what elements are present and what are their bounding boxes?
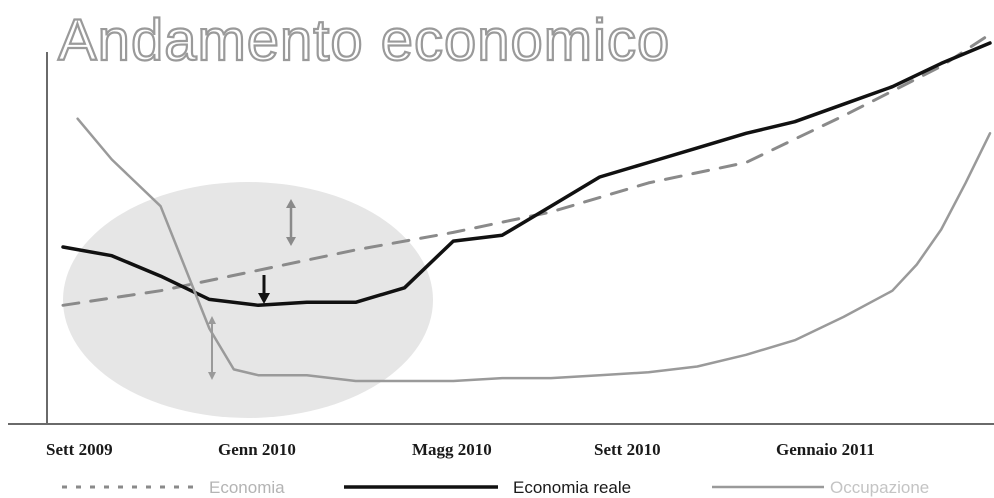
series-line-economia-reale — [61, 41, 992, 308]
x-tick-label: Sett 2009 — [46, 440, 113, 459]
up-down-arrow-icon — [286, 199, 296, 246]
x-tick-label: Sett 2010 — [594, 440, 661, 459]
legend: Economia Economia reale Occupazione — [62, 478, 929, 497]
legend-item-occupazione: Occupazione — [712, 478, 929, 497]
x-tick-labels: Sett 2009 Genn 2010 Magg 2010 Sett 2010 … — [46, 440, 875, 459]
x-tick-label: Genn 2010 — [218, 440, 296, 459]
legend-label: Occupazione — [830, 478, 929, 497]
down-arrow-icon — [258, 275, 270, 304]
x-tick-label: Gennaio 2011 — [776, 440, 875, 459]
highlight-area — [63, 182, 433, 418]
legend-item-economia: Economia — [62, 478, 285, 497]
legend-item-economia-reale: Economia reale — [344, 478, 631, 497]
trend-arrows — [208, 199, 296, 380]
series-layer — [61, 32, 992, 383]
legend-label: Economia reale — [513, 478, 631, 497]
legend-label: Economia — [209, 478, 285, 497]
up-down-arrow-icon — [208, 316, 216, 380]
x-tick-label: Magg 2010 — [412, 440, 492, 459]
chart-title: Andamento economico — [58, 8, 670, 73]
series-line-economia — [61, 32, 992, 307]
series-line-occupazione — [76, 117, 992, 383]
